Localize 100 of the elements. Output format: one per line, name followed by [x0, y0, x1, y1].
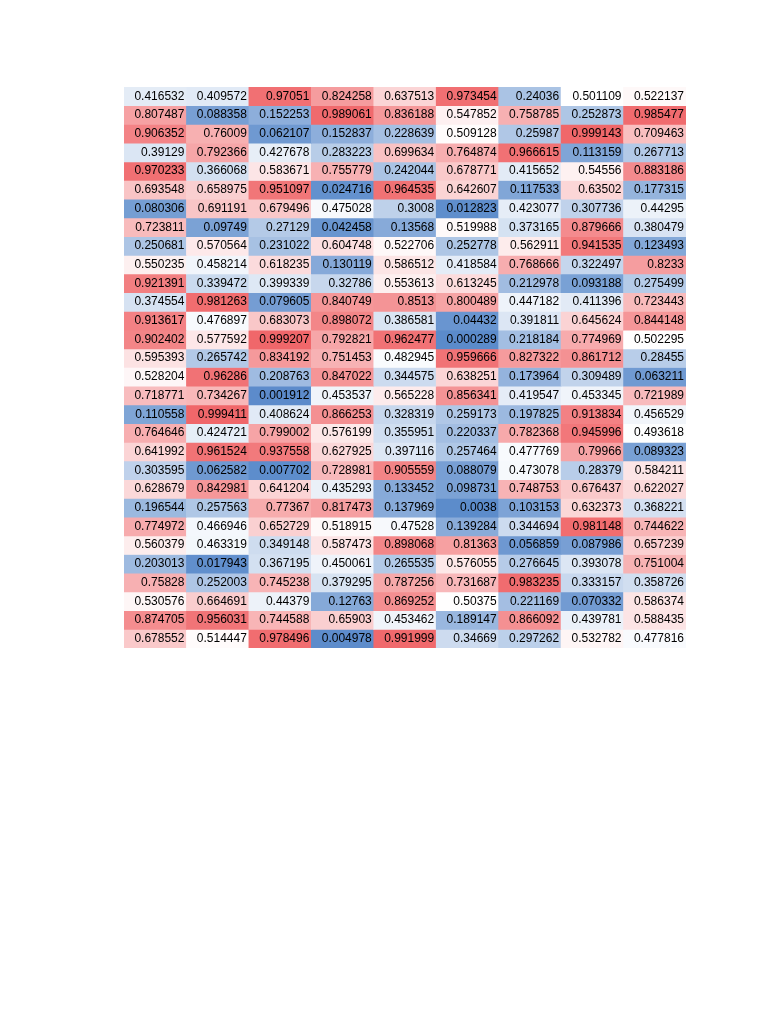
data-label: 0.699634: [384, 144, 435, 159]
data-label: 0.063211: [634, 369, 685, 384]
data-label: 0.283223: [321, 144, 373, 159]
data-label: 0.75828: [141, 574, 185, 589]
data-label: 0.409572: [196, 88, 248, 103]
data-label: 0.177315: [633, 182, 685, 197]
data-label: 0.307736: [571, 200, 622, 215]
data-label: 0.079605: [259, 294, 310, 309]
data-label: 0.774969: [571, 331, 622, 346]
data-label: 0.32786: [328, 275, 373, 290]
data-label: 0.3008: [397, 200, 435, 215]
data-label: 0.959666: [446, 350, 497, 365]
data-label: 0.418584: [446, 256, 497, 271]
data-label: 0.764646: [134, 425, 185, 440]
data-label: 0.641204: [259, 481, 310, 496]
data-label: 0.8513: [397, 294, 435, 309]
data-label: 0.622027: [633, 481, 685, 496]
data-label: 0.768666: [509, 256, 560, 271]
data-label: 0.391811: [509, 313, 560, 328]
data-label: 0.093188: [571, 275, 622, 290]
data-label: 0.476897: [196, 313, 248, 328]
data-label: 0.374554: [134, 294, 185, 309]
data-label: 0.981263: [196, 294, 248, 309]
data-label: 0.117533: [509, 182, 560, 197]
data-label: 0.721989: [633, 387, 685, 402]
data-label: 0.856341: [446, 387, 497, 402]
data-label: 0.81363: [453, 537, 497, 552]
data-label: 0.637513: [384, 88, 435, 103]
data-label: 0.399339: [259, 275, 310, 290]
data-label: 0.658975: [196, 182, 248, 197]
data-label: 0.379295: [321, 574, 373, 589]
data-label: 0.97051: [265, 88, 310, 103]
data-label: 0.024716: [321, 182, 373, 197]
data-label: 0.604748: [321, 238, 373, 253]
data-label: 0.423077: [509, 200, 560, 215]
data-label: 0.408624: [259, 406, 310, 421]
data-label: 0.087986: [571, 537, 622, 552]
data-label: 0.368221: [633, 500, 685, 515]
data-label: 0.518915: [321, 518, 373, 533]
data-label: 0.309489: [571, 369, 622, 384]
data-label: 0.475028: [321, 200, 373, 215]
data-label: 0.24036: [515, 88, 560, 103]
data-label: 0.879666: [571, 219, 622, 234]
data-label: 0.787256: [384, 574, 435, 589]
data-label: 0.133452: [384, 481, 435, 496]
data-label: 0.528204: [134, 369, 185, 384]
data-label: 0.562911: [509, 238, 560, 253]
data-label: 0.869252: [384, 593, 435, 608]
data-label: 0.0038: [459, 500, 497, 515]
data-label: 0.349148: [259, 537, 310, 552]
data-label: 0.09749: [203, 219, 248, 234]
data-label: 0.999207: [259, 331, 310, 346]
data-label: 0.367195: [259, 556, 310, 571]
data-label: 0.751004: [633, 556, 685, 571]
data-label: 0.098731: [446, 481, 497, 496]
data-label: 0.522706: [384, 238, 435, 253]
data-label: 0.718771: [134, 387, 185, 402]
data-label: 0.834192: [259, 350, 310, 365]
data-label: 0.113159: [572, 144, 622, 159]
data-label: 0.04432: [453, 313, 497, 328]
data-label: 0.12763: [328, 593, 373, 608]
data-label: 0.627925: [321, 443, 373, 458]
data-label: 0.973454: [446, 88, 497, 103]
data-label: 0.693548: [134, 182, 185, 197]
data-label: 0.453345: [571, 387, 622, 402]
data-label: 0.751453: [321, 350, 373, 365]
data-label: 0.070332: [571, 593, 622, 608]
data-label: 0.731687: [446, 574, 497, 589]
data-label: 0.941535: [571, 238, 622, 253]
data-label: 0.218184: [509, 331, 560, 346]
data-label: 0.586374: [633, 593, 685, 608]
data-label: 0.709463: [633, 126, 685, 141]
data-label: 0.267713: [633, 144, 685, 159]
data-label: 0.792366: [196, 144, 248, 159]
data-label: 0.062582: [196, 462, 248, 477]
data-label: 0.456529: [633, 406, 685, 421]
data-label: 0.800489: [446, 294, 497, 309]
data-label: 0.110558: [135, 406, 185, 421]
data-label: 0.139284: [446, 518, 497, 533]
data-label: 0.393078: [571, 556, 622, 571]
data-label: 0.978496: [259, 630, 310, 645]
data-label: 0.632373: [571, 500, 622, 515]
data-label: 0.951097: [259, 182, 310, 197]
data-label: 0.502295: [633, 331, 685, 346]
data-label: 0.466946: [196, 518, 248, 533]
data-label: 0.042458: [321, 219, 373, 234]
data-label: 0.322497: [571, 256, 622, 271]
data-label: 0.966615: [509, 144, 560, 159]
data-label: 0.678552: [134, 630, 185, 645]
data-label: 0.257464: [446, 443, 497, 458]
data-label: 0.366068: [196, 163, 248, 178]
data-label: 0.328319: [384, 406, 435, 421]
data-label: 0.373165: [509, 219, 560, 234]
data-label: 0.638251: [446, 369, 497, 384]
data-label: 0.906352: [134, 126, 185, 141]
data-label: 0.203013: [134, 556, 185, 571]
data-label: 0.473078: [509, 462, 560, 477]
data-label: 0.898068: [384, 537, 435, 552]
data-label: 0.744588: [259, 612, 310, 627]
data-label: 0.477769: [509, 443, 560, 458]
